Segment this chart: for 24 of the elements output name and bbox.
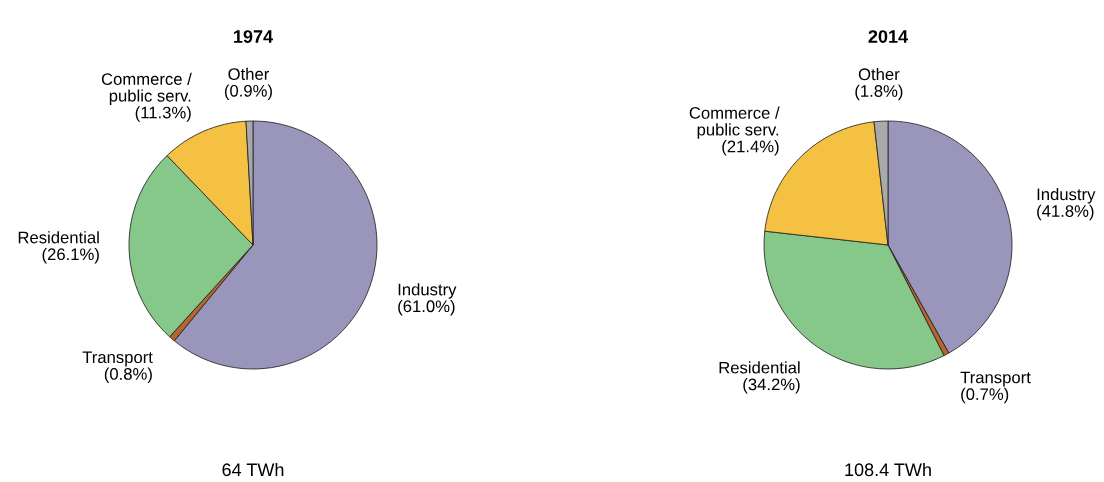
data-label: (34.2%) [743, 378, 800, 394]
slice-label: Residential [18, 231, 99, 244]
slice-label: Commerce / public serv. [101, 72, 192, 105]
data-label: (0.7%) [961, 387, 1009, 404]
data-label: (21.4%) [722, 140, 779, 156]
data-label: (0.8%) [104, 367, 152, 384]
slice-label: Other [228, 67, 270, 80]
slice-label: Commerce / public serv. [689, 106, 780, 139]
data-label: (61.0%) [398, 299, 455, 316]
slice-label: Industry [398, 283, 457, 299]
data-label: (26.1%) [42, 247, 99, 264]
data-label: (41.8%) [1037, 204, 1094, 221]
slice-label: Transport [960, 371, 1031, 387]
chart-title: 1974 [234, 30, 273, 43]
slice-label: Transport [82, 351, 153, 367]
chart-title: 2014 [868, 30, 908, 43]
data-label: (1.8%) [855, 84, 903, 101]
slice-label: Other [858, 67, 900, 81]
text: 64 TWh [222, 462, 284, 477]
data-label: (0.9%) [224, 84, 272, 100]
text: 108.4 TWh [845, 462, 931, 477]
data-label: (11.3%) [135, 106, 191, 122]
slice-label: Residential [719, 361, 800, 374]
slice-label: Industry [1037, 188, 1096, 204]
